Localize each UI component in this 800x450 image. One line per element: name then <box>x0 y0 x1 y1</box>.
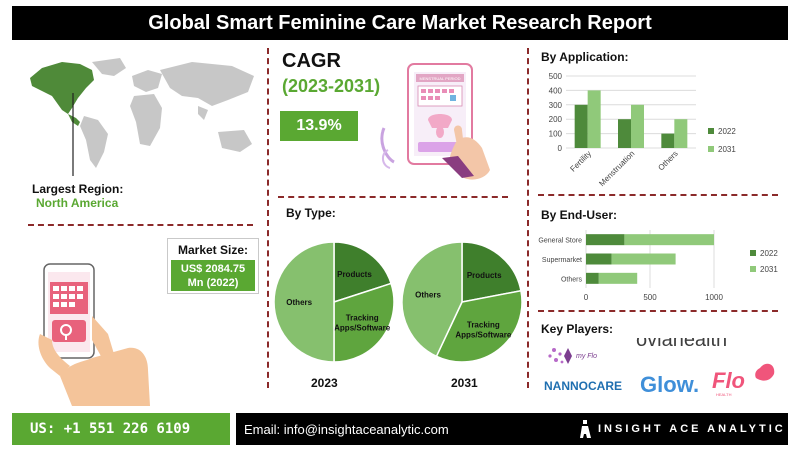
glow-logo: Glow. <box>640 372 699 397</box>
footer-phone[interactable]: US: +1 551 226 6109 <box>30 421 191 437</box>
pie-slice-others <box>273 241 335 363</box>
end-x-tick: 0 <box>584 293 589 302</box>
page-title: Global Smart Feminine Care Market Resear… <box>148 12 652 34</box>
flo-text: Flo <box>712 368 745 393</box>
app-y-tick: 400 <box>549 86 563 95</box>
pie-slice-products <box>333 241 393 304</box>
end-legend-swatch <box>750 250 756 256</box>
footer-phone-bar: US: +1 551 226 6109 <box>12 413 230 445</box>
tablet-illustration-icon: MENSTRUAL PERIOD <box>380 63 490 180</box>
by-application-title: By Application: <box>541 50 629 64</box>
footer-email[interactable]: Email: info@insightaceanalytic.com <box>244 422 449 437</box>
end-legend-label: 2031 <box>760 265 778 274</box>
app-bar-2022 <box>661 133 675 148</box>
flo-sub-text: HEALTH <box>716 392 732 397</box>
end-x-tick: 500 <box>643 293 657 302</box>
app-bar-2031 <box>587 90 601 148</box>
insight-ace-logo-icon <box>580 420 591 438</box>
pie-2031-title: 2031 <box>451 376 478 390</box>
app-bar-2031 <box>674 119 688 148</box>
market-size-line2: Mn (2022) <box>187 277 239 289</box>
tablet-screen-title: MENSTRUAL PERIOD <box>420 76 461 81</box>
title-bar: Global Smart Feminine Care Market Resear… <box>12 6 788 40</box>
pie-slice-tracking-apps-software <box>333 282 395 363</box>
market-size-card: Market Size: US$ 2084.75 Mn (2022) <box>167 238 259 294</box>
pie-slice-label: Products <box>467 271 502 280</box>
phone-hand-illustration-icon <box>38 263 150 406</box>
app-bar-2031 <box>631 104 644 148</box>
app-y-tick: 200 <box>549 115 563 124</box>
market-size-label: Market Size: <box>177 243 249 257</box>
largest-region-label: Largest Region: <box>32 182 124 196</box>
nannocare-logo: NANNOCARE <box>544 379 622 393</box>
app-y-tick: 300 <box>549 101 563 110</box>
by-end-user-title: By End-User: <box>541 208 618 222</box>
app-bar-2022 <box>574 104 588 148</box>
end-bar-2022 <box>586 253 612 265</box>
myflo-text: my Flo <box>576 353 597 360</box>
app-x-tick: Menstruation <box>597 149 636 188</box>
end-legend-label: 2022 <box>760 249 778 258</box>
cagr-title: CAGR <box>282 50 341 72</box>
app-legend-label: 2031 <box>718 145 736 154</box>
app-x-tick: Others <box>656 149 679 172</box>
end-bar-2022 <box>586 234 625 246</box>
footer-contact-bar: Email: info@insightaceanalytic.com INSIG… <box>236 413 788 445</box>
cagr-value: 13.9% <box>280 111 358 141</box>
app-x-tick: Fertility <box>568 149 593 174</box>
divider-right <box>527 48 529 388</box>
pie-slice-label: Products <box>337 270 372 279</box>
divider-mid-h <box>278 196 508 198</box>
app-legend-swatch <box>708 146 714 152</box>
end-y-tick: General Store <box>538 238 582 245</box>
end-y-tick: Others <box>561 276 583 283</box>
pie-slice-label: Tracking <box>346 313 379 322</box>
glow-text: Glow. <box>640 372 699 397</box>
oviahealth-text: oviahealth <box>636 338 727 351</box>
footer-brand: INSIGHT ACE ANALYTIC <box>598 423 786 435</box>
nannocare-text: NANNOCARE <box>544 379 622 393</box>
pie-slice-label: Apps/Software <box>455 330 512 339</box>
key-players-logos: my Flo oviahealth NANNOCARE Glow. Flo HE… <box>544 338 775 397</box>
end-bar-2031 <box>611 253 676 265</box>
largest-region-value: North America <box>36 196 119 210</box>
end-x-tick: 1000 <box>705 293 723 302</box>
by-application-chart: 0 100 200 300 400 500 Fertility Menstruation Oth… <box>549 72 737 188</box>
app-legend-label: 2022 <box>718 127 736 136</box>
end-bar-2022 <box>586 272 599 284</box>
market-size-line1: US$ 2084.75 <box>180 263 246 275</box>
pie-2023-title: 2023 <box>311 376 338 390</box>
pie-slice-tracking-apps-software <box>435 289 523 363</box>
app-y-tick: 0 <box>558 144 563 153</box>
app-bar-2022 <box>618 119 631 148</box>
flo-logo: Flo HEALTH <box>712 363 775 397</box>
by-end-user-chart: 0 500 1000 General Store Supermarket Others 20… <box>538 230 778 302</box>
pie-slice-label: Tracking <box>467 320 500 329</box>
end-bar-2031 <box>624 234 714 246</box>
pie-slice-label: Others <box>415 290 441 299</box>
by-type-title: By Type: <box>286 206 336 220</box>
app-y-tick: 100 <box>549 130 563 139</box>
market-size-value: US$ 2084.75 Mn (2022) <box>171 260 255 291</box>
myflo-logo: my Flo <box>548 348 597 364</box>
oviahealth-logo: oviahealth <box>636 338 727 351</box>
divider-left-h <box>28 224 253 226</box>
end-legend-swatch <box>750 266 756 272</box>
end-y-tick: Supermarket <box>542 257 582 264</box>
world-map-icon <box>30 58 254 176</box>
end-bar-2031 <box>598 272 638 284</box>
pie-slice-label: Apps/Software <box>334 323 391 332</box>
pie-slice-products <box>461 241 522 303</box>
cagr-years: (2023-2031) <box>282 76 381 96</box>
app-legend-swatch <box>708 128 714 134</box>
pie-slice-others <box>401 241 463 358</box>
pie-slice-label: Others <box>286 298 312 307</box>
app-y-tick: 500 <box>549 72 563 81</box>
divider-right-h2 <box>538 310 778 312</box>
key-players-title: Key Players: <box>541 322 614 336</box>
divider-left <box>267 48 269 388</box>
divider-right-h1 <box>538 194 778 196</box>
